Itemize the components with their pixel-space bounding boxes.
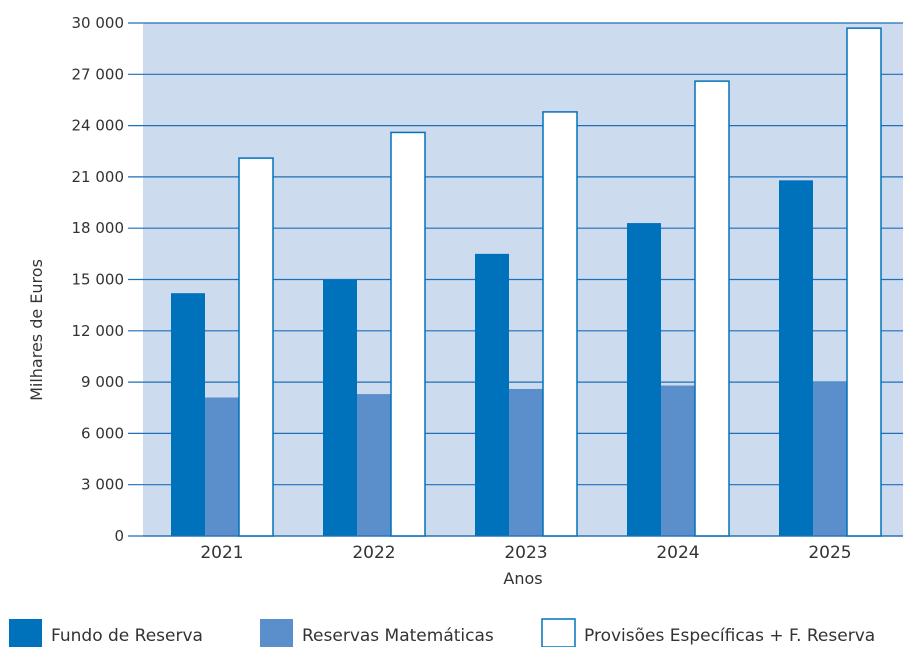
bar bbox=[661, 385, 695, 536]
legend-label: Reservas Matemáticas bbox=[302, 626, 494, 646]
x-tick-label: 2022 bbox=[352, 543, 395, 563]
y-tick-label: 9 000 bbox=[81, 373, 124, 391]
y-axis-label: Milhares de Euros bbox=[27, 259, 46, 401]
y-tick-label: 18 000 bbox=[72, 219, 125, 237]
y-tick-label: 24 000 bbox=[72, 117, 125, 135]
x-tick-label: 2023 bbox=[504, 543, 547, 563]
legend-label: Fundo de Reserva bbox=[51, 626, 203, 646]
bar bbox=[813, 382, 847, 536]
y-tick-label: 0 bbox=[114, 527, 124, 545]
bar bbox=[846, 27, 882, 537]
x-tick-label: 2021 bbox=[200, 543, 243, 563]
x-tick-label: 2025 bbox=[808, 543, 851, 563]
y-tick-label: 6 000 bbox=[81, 424, 124, 442]
y-tick-label: 15 000 bbox=[72, 271, 125, 289]
x-axis-label: Anos bbox=[503, 569, 542, 588]
x-tick-label: 2024 bbox=[656, 543, 699, 563]
legend: Fundo de Reserva Reservas Matemáticas Prov… bbox=[9, 618, 875, 647]
x-axis-ticks: 2021 2022 2023 2024 2025 bbox=[200, 543, 851, 563]
legend-swatch bbox=[260, 619, 293, 647]
bar bbox=[238, 157, 274, 537]
bar bbox=[205, 397, 239, 536]
bar bbox=[627, 223, 661, 536]
bar bbox=[509, 388, 543, 536]
y-tick-label: 12 000 bbox=[72, 322, 125, 340]
y-tick-label: 27 000 bbox=[72, 65, 125, 83]
legend-label: Provisões Específicas + F. Reserva bbox=[584, 626, 875, 646]
bar bbox=[542, 111, 578, 537]
bar bbox=[171, 293, 205, 536]
bar bbox=[475, 253, 509, 536]
legend-swatch bbox=[541, 618, 576, 647]
bar bbox=[694, 80, 730, 537]
bar bbox=[323, 279, 357, 536]
y-tick-label: 3 000 bbox=[81, 476, 124, 494]
bars bbox=[171, 27, 882, 537]
bar bbox=[779, 180, 813, 536]
bar bbox=[390, 131, 426, 537]
bar bbox=[357, 394, 391, 536]
y-tick-label: 21 000 bbox=[72, 168, 125, 186]
y-axis-ticks: 0 3 000 6 000 9 000 12 000 15 000 18 000 21 000… bbox=[72, 14, 125, 545]
legend-swatch bbox=[9, 619, 42, 647]
y-tick-label: 30 000 bbox=[72, 14, 125, 32]
